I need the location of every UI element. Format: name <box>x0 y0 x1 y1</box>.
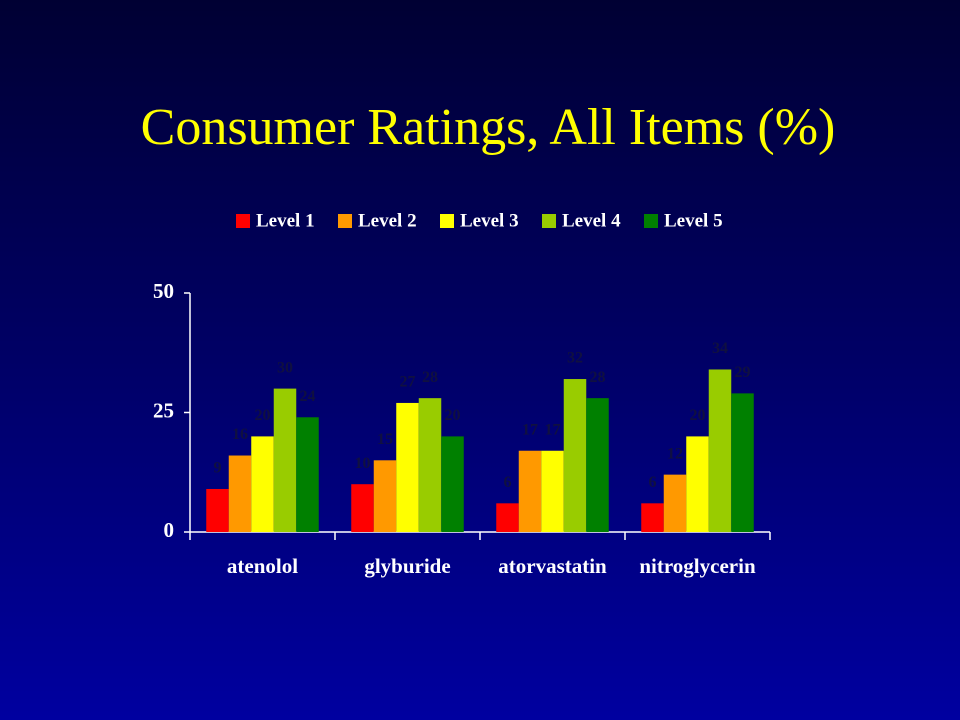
y-tick-label: 0 <box>164 518 175 542</box>
value-label: 20 <box>255 407 271 424</box>
bar <box>731 393 754 532</box>
value-label: 9 <box>214 460 222 477</box>
bar <box>686 436 709 532</box>
x-tick-label: glyburide <box>364 554 450 578</box>
value-label: 17 <box>545 421 561 438</box>
legend-swatch <box>338 214 352 228</box>
bar <box>708 369 732 532</box>
bar <box>563 379 587 532</box>
legend-label: Level 4 <box>562 210 621 231</box>
value-label: 6 <box>504 474 512 491</box>
y-tick-label: 25 <box>153 398 174 422</box>
bar <box>251 436 274 532</box>
bar <box>296 417 319 532</box>
bar <box>373 460 397 532</box>
value-label: 6 <box>649 474 657 491</box>
bar <box>228 455 252 532</box>
value-label: 32 <box>567 350 583 367</box>
value-label: 34 <box>712 340 728 357</box>
bar <box>351 484 374 532</box>
bar <box>518 450 542 532</box>
value-label: 15 <box>377 431 393 448</box>
x-tick-label: atorvastatin <box>498 554 607 578</box>
bar <box>586 398 609 532</box>
bar <box>418 398 442 532</box>
value-label: 17 <box>522 421 538 438</box>
value-label: 24 <box>300 388 316 405</box>
value-label: 29 <box>735 364 751 381</box>
bar <box>663 474 687 532</box>
legend-swatch <box>542 214 556 228</box>
x-tick-label: atenolol <box>227 554 298 578</box>
legend-label: Level 3 <box>460 210 519 231</box>
bar <box>641 503 664 532</box>
bar <box>273 388 297 532</box>
value-label: 30 <box>277 359 293 376</box>
value-label: 16 <box>232 426 248 443</box>
value-label: 28 <box>590 369 606 386</box>
y-tick-label: 50 <box>153 279 174 303</box>
bar <box>441 436 464 532</box>
value-label: 12 <box>667 445 683 462</box>
legend-label: Level 1 <box>256 210 315 231</box>
bar <box>496 503 519 532</box>
x-tick-label: nitroglycerin <box>639 554 756 578</box>
value-label: 20 <box>690 407 706 424</box>
value-label: 20 <box>445 407 461 424</box>
legend-label: Level 5 <box>664 210 723 231</box>
value-label: 10 <box>355 455 371 472</box>
chart-title: Consumer Ratings, All Items (%) <box>141 99 836 156</box>
legend-swatch <box>236 214 250 228</box>
bar <box>396 402 419 532</box>
legend-swatch <box>644 214 658 228</box>
value-label: 28 <box>422 369 438 386</box>
bar <box>206 488 229 532</box>
value-label: 27 <box>400 374 416 391</box>
bar <box>541 450 564 532</box>
legend-label: Level 2 <box>358 210 417 231</box>
legend-swatch <box>440 214 454 228</box>
